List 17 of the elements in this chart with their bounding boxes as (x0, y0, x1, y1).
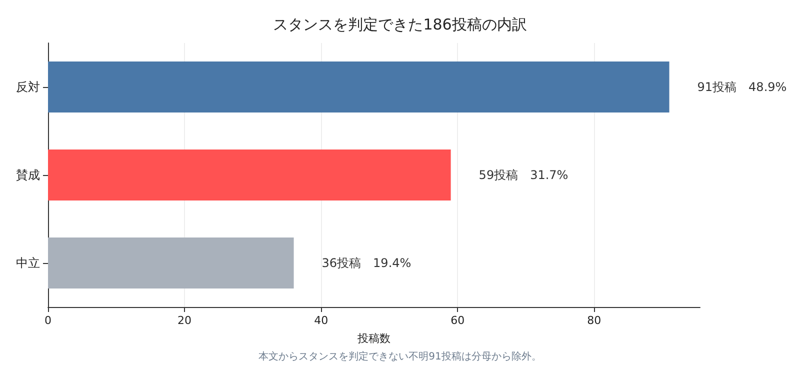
bar (48, 237, 294, 289)
data-label: 91投稿 48.9% (697, 80, 787, 94)
y-tick-label: 賛成 (16, 168, 40, 182)
x-tick-label: 80 (587, 314, 602, 327)
bar (48, 149, 451, 201)
y-tick-label: 反対 (16, 80, 40, 94)
y-tick-label: 中立 (16, 256, 40, 270)
x-tick-label: 60 (450, 314, 465, 327)
x-tick-label: 40 (314, 314, 328, 327)
text: 本文からスタンスを判定できない不明91投稿は分母から除外。 (258, 350, 542, 362)
data-label: 36投稿 19.4% (322, 256, 412, 270)
bar (48, 61, 670, 113)
x-axis-title: 投稿数 (356, 332, 390, 345)
x-tick-label: 0 (44, 314, 52, 327)
data-label: 59投稿 31.7% (478, 168, 568, 182)
chart-title: スタンスを判定できた186投稿の内訳 (273, 16, 527, 34)
x-tick-label: 20 (178, 314, 192, 327)
